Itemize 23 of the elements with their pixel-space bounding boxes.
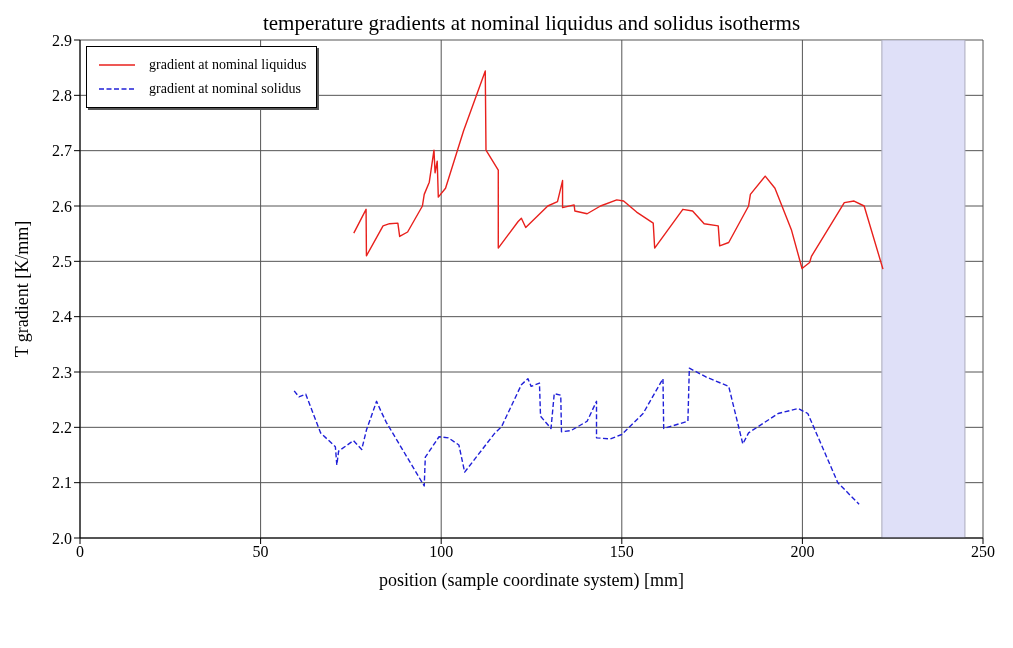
y-axis-title: T gradient [K/mm] bbox=[12, 220, 33, 358]
y-tick-label: 2.9 bbox=[52, 31, 72, 49]
y-tick-label: 2.4 bbox=[52, 308, 72, 326]
y-tick-label: 2.1 bbox=[52, 474, 72, 492]
x-tick-label: 250 bbox=[971, 543, 995, 561]
x-tick-label: 0 bbox=[76, 543, 84, 561]
x-tick-label: 200 bbox=[790, 543, 815, 561]
line-series bbox=[353, 70, 884, 270]
y-tick-label: 2.2 bbox=[52, 419, 72, 437]
y-tick-label: 2.7 bbox=[52, 142, 72, 160]
legend-label: gradient at nominal solidus bbox=[149, 80, 302, 98]
x-tick-label: 150 bbox=[609, 543, 634, 561]
legend-label: gradient at nominal liquidus bbox=[149, 56, 307, 74]
x-tick-label: 100 bbox=[429, 543, 454, 561]
x-axis-title: position (sample coordinate system) [mm] bbox=[379, 570, 684, 591]
y-tick-label: 2.0 bbox=[52, 529, 72, 547]
y-tick-label: 2.5 bbox=[52, 253, 72, 271]
x-tick-label: 50 bbox=[252, 543, 269, 561]
line-series bbox=[293, 367, 860, 505]
y-tick-label: 2.6 bbox=[52, 197, 72, 215]
chart-title: temperature gradients at nominal liquidus and solidus isotherms bbox=[262, 11, 801, 35]
y-tick-label: 2.3 bbox=[52, 363, 72, 381]
y-tick-label: 2.8 bbox=[52, 87, 72, 105]
